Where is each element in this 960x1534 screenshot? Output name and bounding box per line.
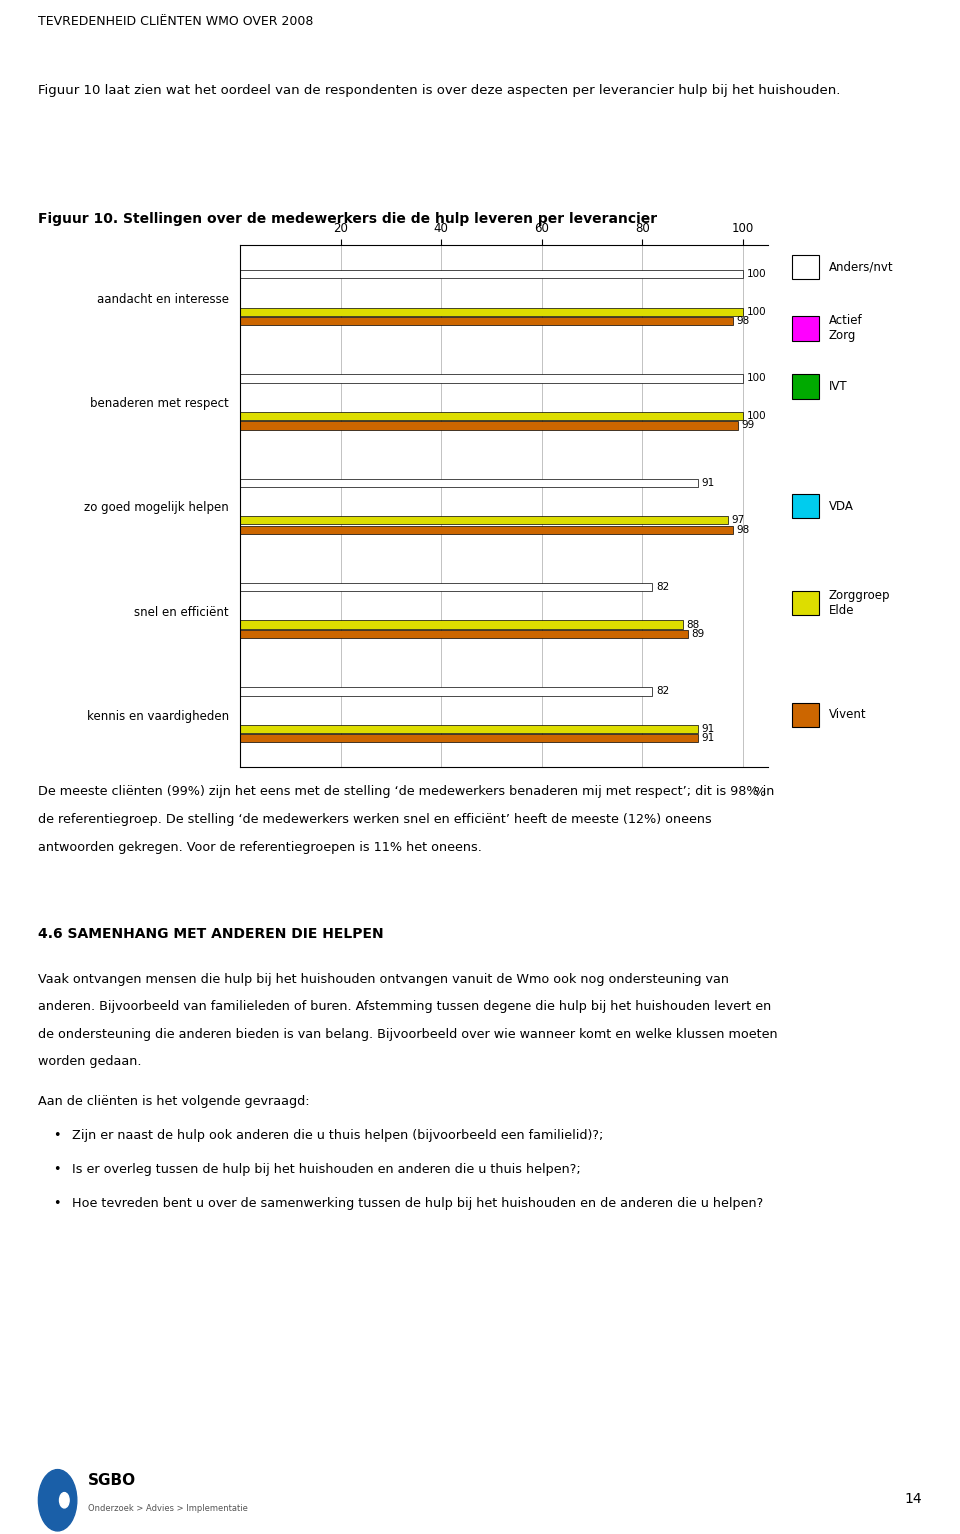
Text: antwoorden gekregen. Voor de referentiegroepen is 11% het oneens.: antwoorden gekregen. Voor de referentieg… (38, 841, 482, 853)
Text: Vaak ontvangen mensen die hulp bij het huishouden ontvangen vanuit de Wmo ook no: Vaak ontvangen mensen die hulp bij het h… (38, 973, 730, 985)
Text: SGBO: SGBO (88, 1473, 136, 1488)
Text: Anders/nvt: Anders/nvt (828, 261, 893, 273)
Text: 88: 88 (686, 620, 700, 629)
Text: 4.6 SAMENHANG MET ANDEREN DIE HELPEN: 4.6 SAMENHANG MET ANDEREN DIE HELPEN (38, 927, 384, 940)
Text: de referentiegroep. De stelling ‘de medewerkers werken snel en efficiënt’ heeft : de referentiegroep. De stelling ‘de mede… (38, 813, 712, 825)
Text: •: • (53, 1129, 60, 1141)
Text: Figuur 10. Stellingen over de medewerkers die de hulp leveren per leverancier: Figuur 10. Stellingen over de medewerker… (38, 212, 658, 225)
Text: worden gedaan.: worden gedaan. (38, 1055, 142, 1068)
Text: %: % (753, 785, 765, 799)
Text: IVT: IVT (828, 380, 847, 393)
Bar (240, 687, 653, 695)
Text: 91: 91 (702, 477, 715, 488)
Bar (240, 270, 743, 278)
Text: 91: 91 (702, 733, 715, 744)
Bar (240, 620, 683, 629)
Text: Zijn er naast de hulp ook anderen die u thuis helpen (bijvoorbeeld een familieli: Zijn er naast de hulp ook anderen die u … (72, 1129, 604, 1141)
Bar (240, 735, 698, 742)
Text: 100: 100 (747, 268, 766, 279)
Text: anderen. Bijvoorbeeld van familieleden of buren. Afstemming tussen degene die hu: anderen. Bijvoorbeeld van familieleden o… (38, 1000, 772, 1012)
Text: TEVREDENHEID CLIËNTEN WMO OVER 2008: TEVREDENHEID CLIËNTEN WMO OVER 2008 (38, 15, 314, 28)
Text: 91: 91 (702, 724, 715, 733)
Text: 100: 100 (747, 373, 766, 384)
Bar (240, 526, 732, 534)
Text: Aan de cliënten is het volgende gevraagd:: Aan de cliënten is het volgende gevraagd… (38, 1095, 310, 1108)
Text: Actief
Zorg: Actief Zorg (828, 314, 862, 342)
Text: •: • (53, 1163, 60, 1175)
Bar (240, 374, 743, 382)
Bar (240, 583, 653, 591)
Text: de ondersteuning die anderen bieden is van belang. Bijvoorbeeld over wie wanneer: de ondersteuning die anderen bieden is v… (38, 1028, 778, 1040)
Text: VDA: VDA (828, 500, 853, 512)
Text: 82: 82 (657, 581, 670, 592)
Bar (240, 422, 738, 430)
Text: Is er overleg tussen de hulp bij het huishouden en anderen die u thuis helpen?;: Is er overleg tussen de hulp bij het hui… (72, 1163, 581, 1175)
Text: 98: 98 (737, 525, 750, 535)
Bar (240, 318, 732, 325)
Text: •: • (53, 1197, 60, 1209)
Text: 97: 97 (732, 515, 745, 525)
Bar (240, 411, 743, 420)
Text: Vivent: Vivent (828, 709, 866, 721)
Text: 99: 99 (742, 420, 756, 431)
Text: Hoe tevreden bent u over de samenwerking tussen de hulp bij het huishouden en de: Hoe tevreden bent u over de samenwerking… (72, 1197, 763, 1209)
Bar (240, 515, 728, 525)
Text: Onderzoek > Advies > Implementatie: Onderzoek > Advies > Implementatie (88, 1503, 249, 1513)
Bar (240, 630, 687, 638)
Bar (240, 724, 698, 733)
Text: 14: 14 (904, 1493, 922, 1506)
Text: 89: 89 (691, 629, 705, 640)
Bar (240, 479, 698, 486)
Text: 100: 100 (747, 411, 766, 420)
Text: Figuur 10 laat zien wat het oordeel van de respondenten is over deze aspecten pe: Figuur 10 laat zien wat het oordeel van … (38, 84, 841, 97)
Text: 98: 98 (737, 316, 750, 327)
Text: De meeste cliënten (99%) zijn het eens met de stelling ‘de medewerkers benaderen: De meeste cliënten (99%) zijn het eens m… (38, 785, 775, 798)
Text: 82: 82 (657, 686, 670, 696)
Bar (240, 307, 743, 316)
Text: 100: 100 (747, 307, 766, 316)
Text: Zorggroep
Elde: Zorggroep Elde (828, 589, 890, 617)
